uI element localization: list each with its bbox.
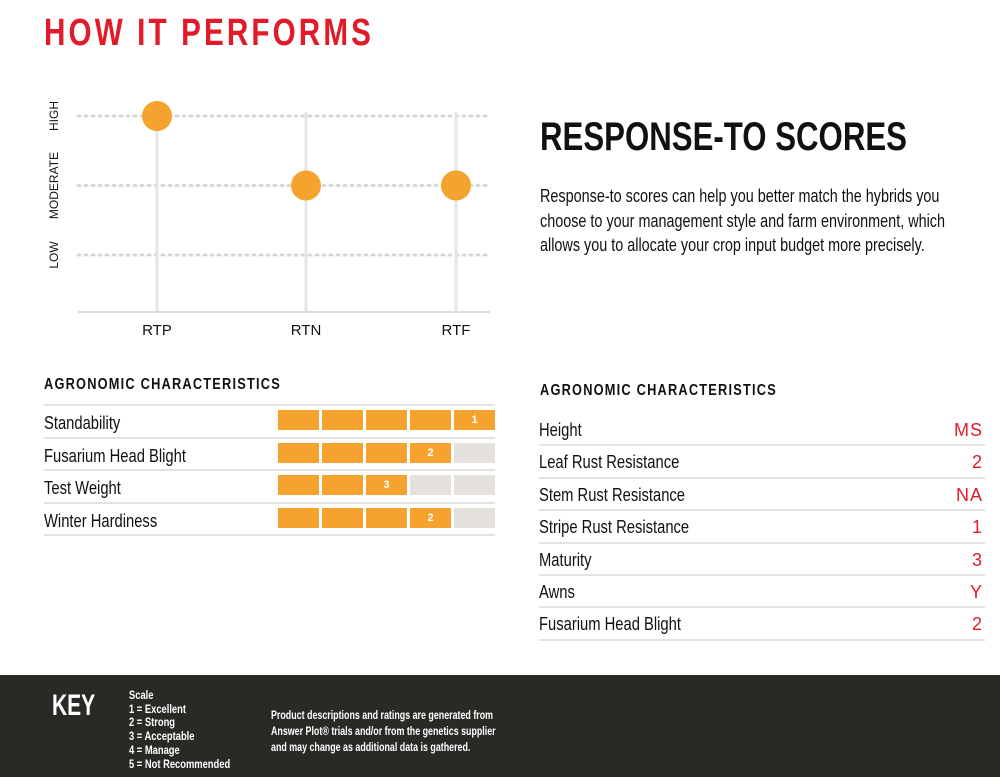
rating-bar: 2 [278, 442, 495, 463]
disclaimer-line: and may change as additional data is gat… [271, 740, 471, 754]
rating-bar: 1 [278, 410, 495, 430]
characteristic-label: Height [539, 420, 582, 440]
rating-label: Fusarium Head Blight [44, 445, 186, 466]
scale-item: 3 = Acceptable [129, 729, 195, 744]
rating-segment [410, 475, 451, 495]
characteristic-value: 1 [971, 517, 983, 538]
characteristic-value: MS [954, 420, 983, 440]
rating-label: Standability [44, 413, 121, 433]
rating-segment [454, 507, 495, 528]
rating-segment: 2 [410, 442, 451, 463]
disclaimer: Product descriptions and ratings are gen… [271, 707, 508, 755]
y-level-label: MODERATE [47, 152, 61, 219]
rating-row: Test Weight 3 [44, 471, 495, 504]
characteristic-label: Leaf Rust Resistance [539, 452, 680, 473]
characteristic-row: Stem Rust Resistance NA [539, 479, 985, 512]
characteristic-label: Maturity [539, 549, 592, 570]
characteristic-row: Awns Y [539, 576, 985, 609]
disclaimer-line: Product descriptions and ratings are gen… [271, 708, 494, 722]
rating-segment [322, 507, 363, 528]
rating-segment: 1 [454, 410, 495, 430]
rating-segment [454, 475, 495, 495]
y-level-label: LOW [47, 241, 61, 269]
agronomic-characteristics-table: Height MS Leaf Rust Resistance 2 Stem Rust R… [539, 414, 985, 641]
data-point [441, 170, 471, 201]
rating-label: Test Weight [44, 478, 121, 498]
response-to-title: RESPONSE-TO SCORES [540, 115, 907, 159]
x-tick-label: RTN [291, 322, 322, 339]
rating-row: Fusarium Head Blight 2 [44, 439, 495, 471]
key-title: KEY [52, 689, 96, 722]
data-point [291, 170, 321, 201]
characteristic-row: Leaf Rust Resistance 2 [539, 446, 985, 479]
characteristic-value: 2 [971, 614, 983, 635]
data-point [142, 101, 172, 131]
scale-title: Scale [129, 688, 154, 702]
disclaimer-line: Answer Plot® trials and/or from the gene… [271, 724, 496, 738]
rating-segment [322, 410, 363, 430]
x-tick-label: RTP [142, 322, 172, 339]
page-title: HOW IT PERFORMS [44, 12, 375, 54]
rating-segment [278, 507, 319, 528]
rating-row: Winter Hardiness 2 [44, 504, 495, 536]
characteristic-label: Stem Rust Resistance [539, 484, 686, 505]
characteristic-value: NA [955, 484, 983, 505]
left-table-heading: AGRONOMIC CHARACTERISTICS [44, 376, 281, 393]
y-level-label: HIGH [47, 101, 61, 131]
characteristic-row: Fusarium Head Blight 2 [539, 608, 985, 641]
right-table-heading: AGRONOMIC CHARACTERISTICS [540, 382, 777, 399]
scale-item: 5 = Not Recommended [129, 756, 231, 771]
rating-segment [278, 475, 319, 495]
rating-bar: 3 [278, 475, 495, 495]
response-to-body: Response-to scores can help you better m… [540, 186, 946, 255]
rating-segment [366, 410, 407, 430]
characteristic-row: Height MS [539, 414, 985, 447]
rating-segment [278, 442, 319, 463]
rating-label: Winter Hardiness [44, 510, 158, 531]
characteristic-row: Maturity 3 [539, 544, 985, 576]
characteristic-label: Awns [539, 581, 575, 602]
rating-segment [366, 507, 407, 528]
rating-bar: 2 [278, 507, 495, 528]
characteristic-value: Y [969, 581, 983, 602]
characteristic-label: Stripe Rust Resistance [539, 517, 690, 538]
scale-item: 2 = Strong [129, 715, 176, 730]
rating-segment [410, 410, 451, 430]
rating-row: Standability 1 [44, 406, 495, 439]
characteristic-value: 2 [971, 452, 983, 473]
rating-segment [366, 442, 407, 463]
scale-item: 4 = Manage [129, 742, 180, 757]
rating-segment: 3 [366, 475, 407, 495]
scale-legend: Scale 1 = Excellent 2 = Strong 3 = Accepta… [129, 688, 259, 771]
rating-segment [278, 410, 319, 430]
footer-key: KEY Scale 1 = Excellent 2 = Strong 3 = Acc… [0, 675, 1000, 777]
rating-segment [322, 442, 363, 463]
response-to-chart: LOW MODERATE HIGH RTP RTN RTF [47, 101, 492, 339]
scale-item: 1 = Excellent [129, 701, 186, 716]
characteristic-label: Fusarium Head Blight [539, 614, 681, 635]
characteristic-row: Stripe Rust Resistance 1 [539, 511, 985, 544]
rating-segment [322, 475, 363, 495]
characteristic-value: 3 [971, 549, 983, 570]
x-tick-label: RTF [442, 322, 471, 339]
rating-segment: 2 [410, 507, 451, 528]
agronomic-ratings-table: Standability 1 Fusarium Head Blight 2 Test W… [44, 404, 495, 536]
rating-segment [454, 442, 495, 463]
